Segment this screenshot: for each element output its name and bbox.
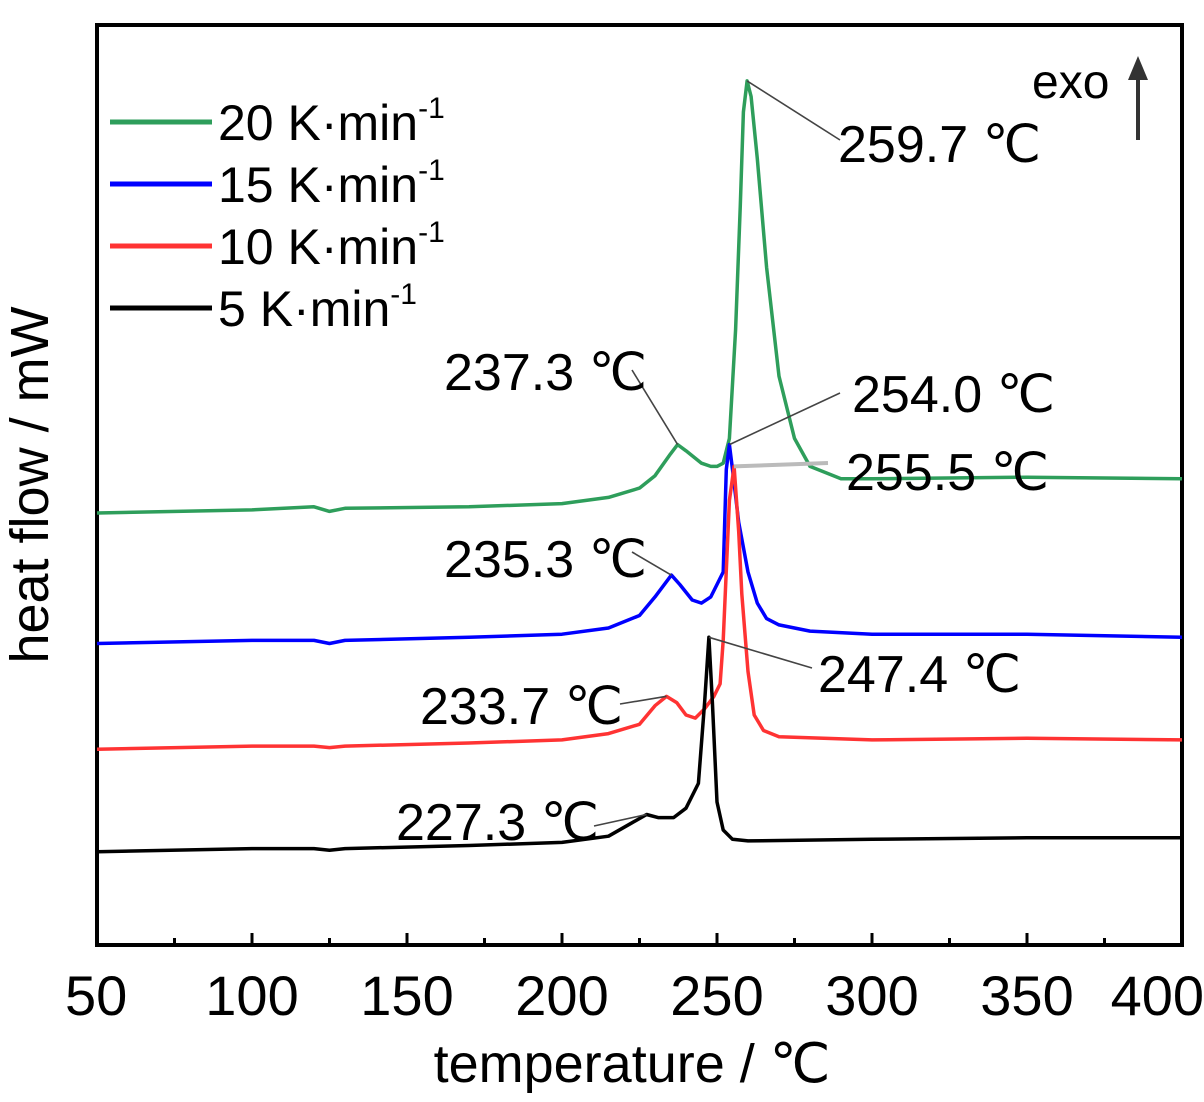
peak-annotation-label: 235.3 ℃ [444, 531, 647, 589]
annotation-leader [733, 461, 829, 469]
y-axis-title: heat flow / mW [0, 306, 60, 663]
annotation-leader [631, 369, 679, 446]
peak-annotation-label: 255.5 ℃ [846, 444, 1049, 502]
series-line-0 [96, 79, 1183, 515]
peak-annotation-label: 233.7 ℃ [420, 678, 623, 736]
legend: 20 K·min-115 K·min-110 K·min-15 K·min-1 [110, 92, 445, 337]
x-tick-label: 150 [360, 964, 453, 1027]
peak-annotation-label: 254.0 ℃ [852, 366, 1055, 424]
annotation-leader [631, 551, 672, 576]
x-tick-label: 250 [670, 964, 763, 1027]
annotation-leader [619, 695, 667, 705]
annotation-leader [729, 392, 841, 446]
x-tick-label: 50 [65, 964, 127, 1027]
exo-label: exo [1032, 56, 1109, 109]
x-tick-label: 200 [515, 964, 608, 1027]
series-line-1 [96, 442, 1183, 646]
series-lines [96, 79, 1183, 854]
x-tick-label: 400 [1111, 964, 1204, 1027]
legend-label: 10 K·min-1 [218, 216, 445, 275]
legend-label: 5 K·min-1 [218, 278, 417, 337]
series-line-3 [96, 635, 1182, 854]
annotation-leaders [593, 80, 841, 827]
exo-indicator: exo [1032, 56, 1148, 140]
legend-label: 15 K·min-1 [218, 154, 445, 213]
x-axis-title: temperature / ℃ [434, 1034, 831, 1094]
x-tick-label: 100 [205, 964, 298, 1027]
peak-annotation-label: 227.3 ℃ [396, 794, 599, 852]
x-tick-label: 300 [825, 964, 918, 1027]
annotation-leader [746, 80, 841, 141]
peak-annotation-label: 259.7 ℃ [838, 116, 1041, 174]
peak-annotation-label: 237.3 ℃ [444, 344, 647, 402]
legend-label: 20 K·min-1 [218, 92, 445, 151]
exo-arrowhead-icon [1128, 56, 1148, 80]
x-tick-label: 350 [980, 964, 1073, 1027]
peak-annotations: 259.7 ℃ 237.3 ℃ 254.0 ℃ 255.5 ℃ 235.3 ℃ 247.4… [396, 116, 1055, 852]
plot-frame [95, 23, 1184, 947]
x-axis-ticks: 50 100 150 200 250 300 350 400 [65, 933, 1204, 1027]
annotation-leader [708, 636, 813, 669]
peak-annotation-label: 247.4 ℃ [818, 646, 1021, 704]
annotation-leader [593, 813, 647, 827]
